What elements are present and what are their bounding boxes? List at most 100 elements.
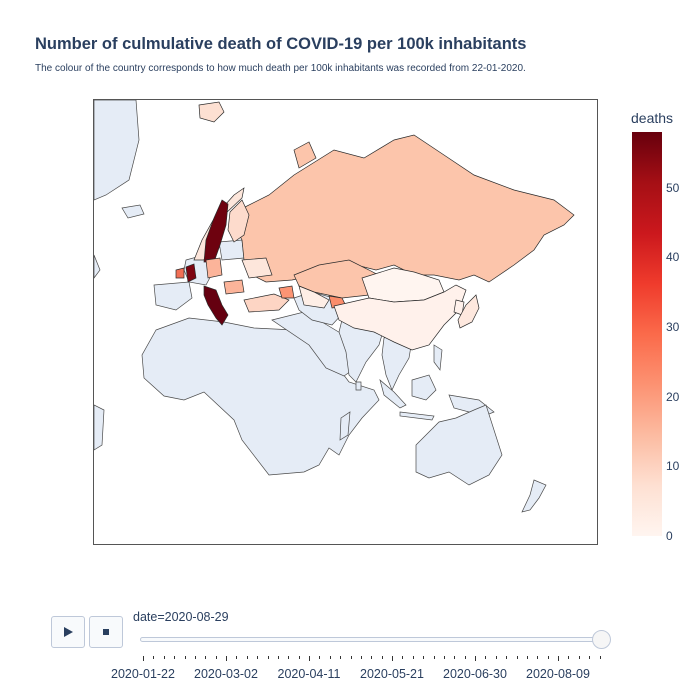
slider-tick-mark — [350, 656, 352, 659]
map-svg — [94, 100, 575, 513]
country-turkey — [243, 293, 290, 313]
map-plot[interactable] — [93, 99, 598, 545]
country-iceland — [121, 204, 145, 219]
slider-tick-mark — [246, 656, 248, 659]
slider-handle[interactable] — [592, 630, 611, 649]
slider-tick-mark — [589, 656, 591, 659]
country-greenland — [94, 100, 140, 201]
country-armenia — [278, 285, 295, 299]
stop-icon — [103, 629, 109, 635]
slider-tick-mark — [464, 656, 466, 659]
slider-tick-mark — [526, 656, 528, 659]
stop-button[interactable] — [89, 616, 123, 648]
country-indonesia-java — [399, 411, 435, 421]
country-italy — [203, 285, 229, 326]
slider-tick-mark — [205, 656, 207, 659]
slider-tick-mark — [475, 656, 476, 661]
slider-tick-mark — [454, 656, 456, 659]
slider-tick-mark — [215, 656, 217, 659]
slider-tick-mark — [267, 656, 269, 659]
country-canada-edge — [94, 254, 101, 279]
country-russia — [233, 134, 575, 283]
country-indonesia-sumatra — [379, 378, 407, 409]
country-germany — [205, 257, 223, 279]
slider-tick-mark — [537, 656, 539, 659]
slider-tick-mark — [174, 656, 176, 659]
slider-tick-mark — [485, 656, 487, 659]
colorbar — [632, 132, 662, 536]
colorbar-tick-label: 40 — [666, 250, 680, 265]
slider-tick-mark — [599, 656, 601, 659]
slider-tick-mark — [412, 656, 414, 659]
colorbar-tick-label: 50 — [666, 180, 680, 195]
slider-tick-mark — [236, 656, 238, 659]
chart-title: Number of culmulative death of COVID-19 … — [35, 35, 527, 53]
slider-tick-mark — [143, 656, 144, 661]
slider-tick-mark — [558, 656, 559, 661]
slider-tick-mark — [392, 656, 393, 661]
slider-tick-label: 2020-05-21 — [360, 667, 424, 681]
country-sweden — [203, 199, 229, 263]
slider-tick-mark — [568, 656, 570, 659]
slider-tick-mark — [340, 656, 342, 659]
slider-tick-mark — [319, 656, 321, 659]
slider-track[interactable] — [140, 637, 602, 642]
slider-tick-mark — [257, 656, 259, 659]
slider-tick-label: 2020-08-09 — [526, 667, 590, 681]
country-ireland — [175, 267, 185, 279]
country-ukraine — [241, 257, 273, 279]
country-svalbard — [198, 101, 225, 123]
country-finland — [227, 199, 250, 243]
play-icon — [64, 627, 73, 637]
country-japan — [457, 294, 480, 329]
country-united-kingdom — [185, 263, 197, 283]
colorbar-title: deaths — [631, 110, 674, 126]
slider-tick-label: 2020-03-02 — [194, 667, 258, 681]
slider-tick-mark — [153, 656, 155, 659]
country-spain — [153, 281, 193, 311]
country-philippines — [433, 344, 443, 371]
slider-tick-label: 2020-01-22 — [111, 667, 175, 681]
slider-tick-mark — [277, 656, 279, 659]
country-madagascar — [339, 411, 351, 441]
slider-tick-mark — [288, 656, 290, 659]
slider-tick-mark — [371, 656, 373, 659]
country-novaya-zemlya — [293, 141, 317, 169]
slider-tick-label: 2020-04-11 — [277, 667, 341, 681]
country-sri-lanka — [355, 381, 362, 391]
slider-tick-mark — [433, 656, 435, 659]
slider-tick-mark — [516, 656, 518, 659]
slider-current-value: date=2020-08-29 — [133, 610, 229, 624]
slider-tick-mark — [226, 656, 227, 661]
slider-tick-mark — [298, 656, 300, 659]
slider-tick-label: 2020-06-30 — [443, 667, 507, 681]
slider-tick-mark — [381, 656, 383, 659]
colorbar-tick-label: 10 — [666, 459, 680, 474]
play-button[interactable] — [51, 616, 85, 648]
country-romania — [223, 279, 245, 295]
country-poland — [218, 239, 245, 261]
country-china — [333, 284, 467, 351]
chart-subtitle: The colour of the country corresponds to… — [35, 63, 526, 74]
slider-tick-mark — [423, 656, 425, 659]
colorbar-tick-label: 30 — [666, 320, 680, 335]
country-indonesia-borneo — [411, 374, 437, 401]
country-australia — [415, 404, 503, 486]
slider-tick-mark — [184, 656, 186, 659]
slider-tick-mark — [506, 656, 508, 659]
slider-tick-mark — [194, 656, 196, 659]
slider-tick-mark — [402, 656, 404, 659]
slider-tick-mark — [163, 656, 165, 659]
colorbar-tick-label: 20 — [666, 389, 680, 404]
slider-tick-mark — [547, 656, 549, 659]
country-new-zealand — [521, 479, 547, 513]
slider-tick-mark — [495, 656, 497, 659]
slider-tick-mark — [578, 656, 580, 659]
colorbar-tick-label: 0 — [666, 529, 673, 543]
slider-tick-mark — [329, 656, 331, 659]
slider-tick-mark — [309, 656, 310, 661]
country-uzbekistan — [298, 285, 330, 309]
country-south-america-edge — [94, 404, 105, 451]
slider-tick-mark — [443, 656, 445, 659]
slider-tick-mark — [360, 656, 362, 659]
